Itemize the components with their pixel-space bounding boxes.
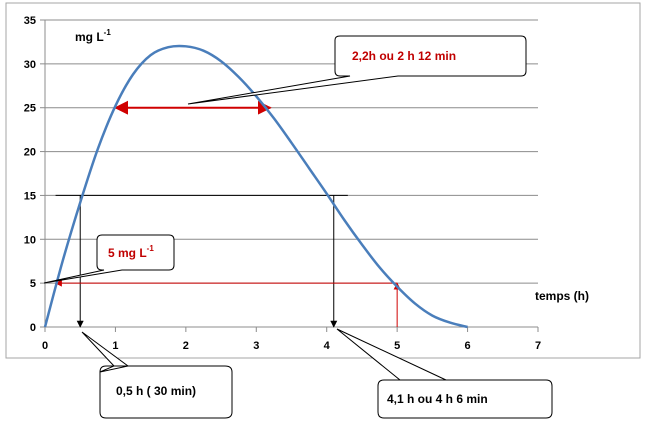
callout-text-four-hours: 4,1 h ou 4 h 6 min — [387, 392, 488, 406]
x-tick-label: 6 — [465, 340, 471, 352]
callout-box-four-hours — [336, 328, 553, 419]
y-tick-label: 5 — [30, 278, 36, 290]
x-tick-label: 2 — [183, 340, 189, 352]
y-tick-label: 25 — [24, 103, 36, 115]
x-tick-label: 5 — [394, 340, 400, 352]
x-tick-label: 0 — [42, 340, 48, 352]
callout-text-duration: 2,2h ou 2 h 12 min — [352, 49, 456, 63]
y-tick-label: 10 — [24, 234, 36, 246]
axes — [40, 19, 539, 332]
series — [43, 44, 468, 329]
series-line — [43, 44, 468, 329]
callout-text-half-hour: 0,5 h ( 30 min) — [116, 384, 196, 398]
annotations — [54, 100, 401, 328]
y-tick-label: 20 — [24, 147, 36, 159]
chart-frame — [5, 2, 641, 359]
callouts: 2,2h ou 2 h 12 min 5 mg L-1 0,5 h ( 30 m… — [43, 35, 553, 419]
x-tick-label: 3 — [253, 340, 259, 352]
y-tick-label: 15 — [24, 190, 36, 202]
y-tick-label: 0 — [30, 322, 36, 334]
callout-box-concentration — [43, 234, 175, 284]
x-tick-label: 4 — [324, 340, 331, 352]
x-tick-label: 7 — [535, 340, 541, 352]
callout-box-duration — [187, 35, 527, 105]
y-tick-labels: 0 5 10 15 20 25 30 35 — [24, 15, 36, 334]
x-axis-label: temps (h) — [535, 289, 589, 303]
y-axis-label: mg L-1 — [75, 28, 111, 44]
y-tick-label: 30 — [24, 59, 36, 71]
callout-box-half-hour — [81, 331, 233, 419]
callout-text-concentration: 5 mg L-1 — [108, 244, 154, 260]
y-tick-label: 35 — [24, 15, 36, 27]
x-tick-label: 1 — [112, 340, 118, 352]
x-tick-labels: 0 1 2 3 4 5 6 7 — [42, 340, 541, 352]
